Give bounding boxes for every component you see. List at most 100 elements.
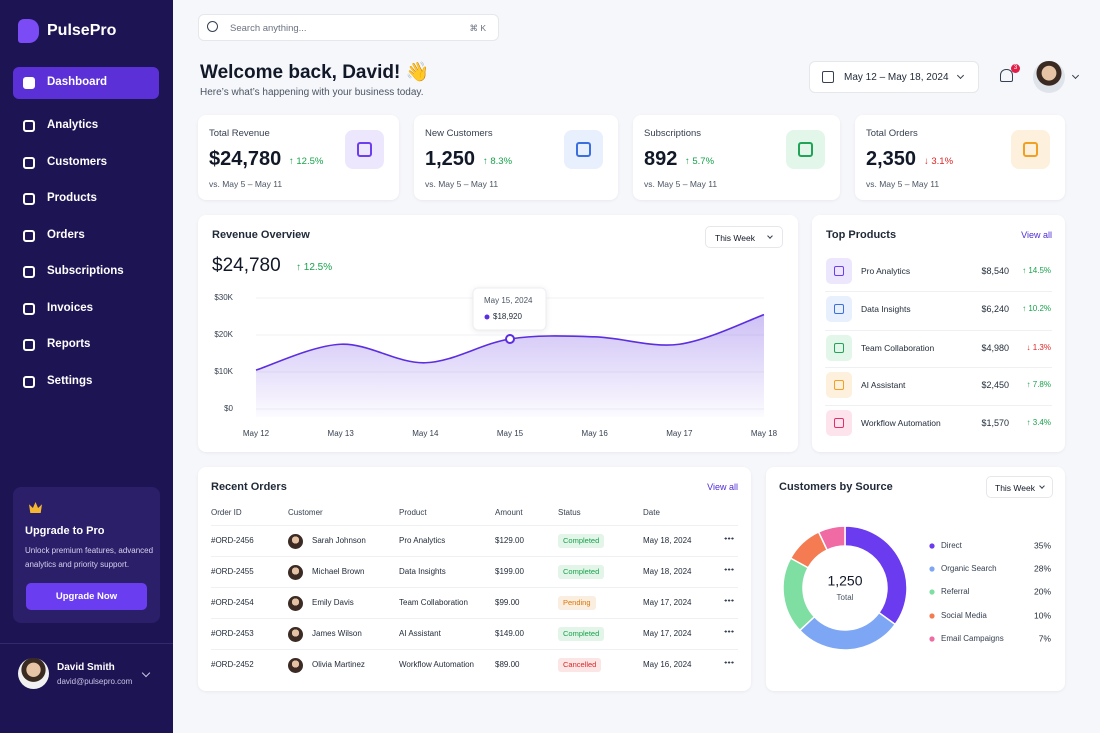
- search-shortcut: ⌘ K: [469, 23, 486, 33]
- view-all-link[interactable]: View all: [1021, 230, 1052, 240]
- product-icon: [826, 335, 852, 361]
- nav-icon: [23, 120, 35, 132]
- date-picker[interactable]: May 12 – May 18, 2024: [809, 61, 979, 93]
- customer-avatar: [288, 565, 303, 580]
- logo-icon: [18, 19, 39, 43]
- search-box[interactable]: Search anything... ⌘ K: [198, 14, 499, 41]
- row-divider: [211, 587, 738, 588]
- sidebar: PulsePro Upgrade to Pro Unlock premium f…: [0, 0, 173, 733]
- legend-label: Social Media: [941, 611, 987, 620]
- x-tick-label: May 15: [497, 429, 524, 438]
- period-select-label: This Week: [995, 483, 1035, 493]
- x-tick-label: May 12: [243, 429, 270, 438]
- legend-dot: [929, 543, 935, 549]
- donut-center-value: 1,250: [827, 573, 862, 589]
- legend-label: Organic Search: [941, 564, 997, 573]
- column-header: Date: [643, 508, 660, 517]
- nav-item[interactable]: Settings: [13, 366, 159, 398]
- product-name: Pro Analytics: [861, 266, 911, 276]
- bell-icon[interactable]: [1000, 69, 1013, 82]
- row-divider: [825, 405, 1052, 406]
- product-change: ↑ 14.5%: [1022, 266, 1051, 275]
- customer-name: James Wilson: [312, 629, 362, 638]
- value-label: 20%: [1034, 586, 1051, 596]
- nav-item[interactable]: Analytics: [13, 110, 159, 142]
- legend-dot: [929, 636, 935, 642]
- row-actions[interactable]: [724, 630, 734, 633]
- orders-card: Recent Orders View all Order ID Customer P…: [198, 467, 751, 691]
- order-amount: $199.00: [495, 567, 524, 576]
- legend-dot: [929, 566, 935, 572]
- row-actions[interactable]: [724, 568, 734, 571]
- nav-icon: [23, 193, 35, 205]
- row-actions[interactable]: [724, 599, 734, 602]
- revenue-chart: $0 $10K $20K $30K May 12 May 13 May 14 May 15 Ma…: [214, 287, 778, 438]
- value-label: 10%: [1034, 610, 1051, 620]
- order-id: #ORD-2454: [211, 598, 254, 607]
- order-id: #ORD-2452: [211, 660, 254, 669]
- nav-item[interactable]: Customers: [13, 147, 159, 179]
- upgrade-button[interactable]: Upgrade Now: [26, 583, 147, 610]
- kpi-value: 2,350: [866, 148, 917, 170]
- order-product: Team Collaboration: [399, 598, 468, 607]
- kpi-icon-glyph: [798, 142, 813, 157]
- nav-item[interactable]: Dashboard: [13, 67, 159, 99]
- nav-label: Customers: [47, 156, 108, 168]
- nav-item[interactable]: Invoices: [13, 293, 159, 325]
- legend-label: Referral: [941, 587, 970, 596]
- legend-dot: [929, 589, 935, 595]
- notification-badge: 3: [1011, 64, 1020, 73]
- nav-icon: [23, 303, 35, 315]
- nav-icon: [23, 157, 35, 169]
- period-select[interactable]: This Week: [705, 226, 783, 248]
- order-id: #ORD-2456: [211, 536, 254, 545]
- source-title: Customers by Source: [779, 481, 893, 493]
- profile-chevron[interactable]: [1071, 71, 1080, 80]
- value-label: 35%: [1034, 540, 1051, 550]
- kpi-card: Subscriptions 892 ↑ 5.7% vs. May 5 – May 11: [633, 115, 840, 200]
- value-label: 7%: [1039, 633, 1052, 643]
- kpi-icon-glyph: [576, 142, 591, 157]
- row-actions[interactable]: [724, 537, 734, 540]
- customer-avatar: [288, 627, 303, 642]
- product-revenue: $6,240: [981, 304, 1009, 314]
- column-header: Customer: [288, 508, 323, 517]
- tooltip-dot: [484, 314, 490, 320]
- kpi-icon: [345, 130, 384, 169]
- profile-avatar[interactable]: [1033, 61, 1065, 93]
- status-pill: Completed: [558, 565, 605, 579]
- area-fill: [256, 314, 764, 417]
- y-tick-label: $30K: [214, 293, 233, 302]
- nav-item[interactable]: Products: [13, 183, 159, 215]
- user-menu-chevron[interactable]: [141, 668, 151, 678]
- order-date: May 18, 2024: [643, 567, 692, 576]
- product-name: Workflow Automation: [861, 418, 941, 428]
- x-tick-label: May 17: [666, 429, 693, 438]
- brand: PulsePro: [47, 22, 117, 39]
- row-divider: [211, 525, 738, 526]
- donut-segment: [798, 611, 897, 651]
- nav-label: Settings: [47, 375, 93, 387]
- kpi-card: Total Revenue $24,780 ↑ 12.5% vs. May 5 – M…: [198, 115, 399, 200]
- donut-segment: [782, 557, 816, 632]
- row-divider: [825, 330, 1052, 331]
- customer-name: Emily Davis: [312, 598, 354, 607]
- nav-item[interactable]: Subscriptions: [13, 256, 159, 288]
- search-placeholder: Search anything...: [230, 23, 307, 34]
- nav-item[interactable]: Reports: [13, 329, 159, 361]
- user-avatar[interactable]: [18, 658, 49, 689]
- kpi-icon-glyph: [1023, 142, 1038, 157]
- y-tick-label: $10K: [214, 367, 233, 376]
- status-pill: Pending: [558, 596, 596, 610]
- order-id: #ORD-2455: [211, 567, 254, 576]
- product-icon-glyph: [834, 266, 844, 276]
- kpi-icon: [1011, 130, 1050, 169]
- nav-label: Products: [47, 192, 97, 204]
- period-select[interactable]: This Week: [986, 476, 1053, 498]
- nav-item[interactable]: Orders: [13, 220, 159, 252]
- kpi-icon-glyph: [357, 142, 372, 157]
- search-icon: [207, 21, 218, 32]
- row-actions[interactable]: [724, 661, 734, 664]
- view-all-link[interactable]: View all: [707, 482, 738, 492]
